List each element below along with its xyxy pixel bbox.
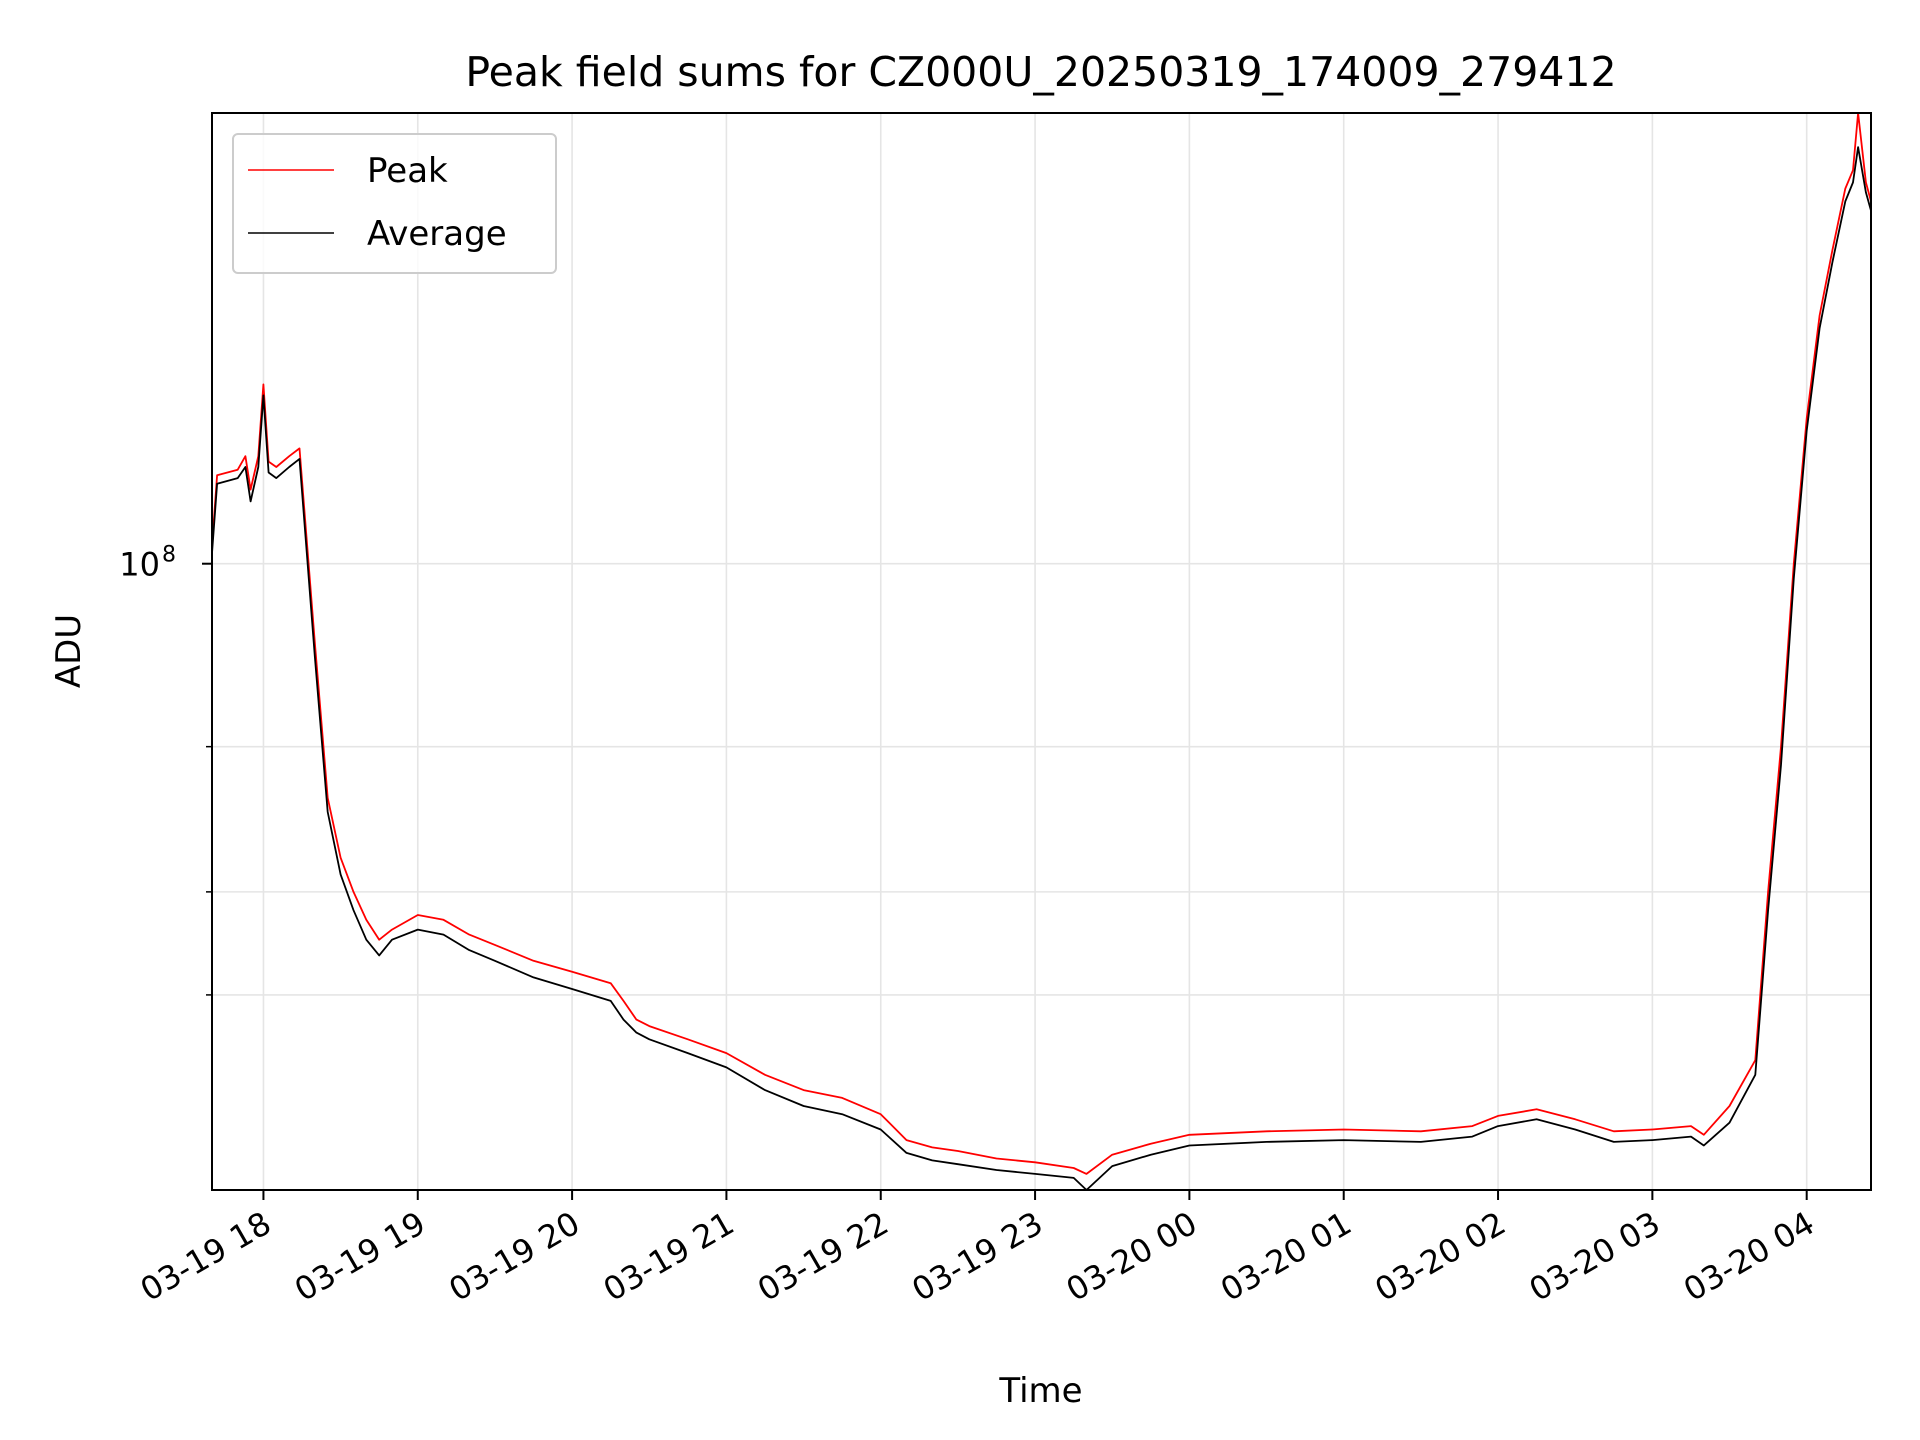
y-tick-label-exponent: 8 — [162, 543, 176, 568]
legend: Peak Average — [232, 133, 557, 274]
chart-title: Peak field sums for CZ000U_20250319_1740… — [465, 48, 1616, 96]
grid — [212, 113, 1871, 1190]
x-axis-label: Time — [998, 1371, 1082, 1411]
legend-label-average: Average — [367, 214, 507, 254]
y-tick-label: 10 — [119, 546, 160, 584]
y-axis: 10 8 — [119, 543, 212, 996]
series-line-peak — [211, 112, 1872, 1175]
plot-frame — [211, 112, 1872, 1191]
series-line-average — [211, 146, 1872, 1191]
legend-box — [232, 133, 557, 274]
legend-label-peak: Peak — [367, 151, 448, 191]
y-axis-label: ADU — [49, 614, 89, 688]
series-layer — [211, 112, 1872, 1191]
